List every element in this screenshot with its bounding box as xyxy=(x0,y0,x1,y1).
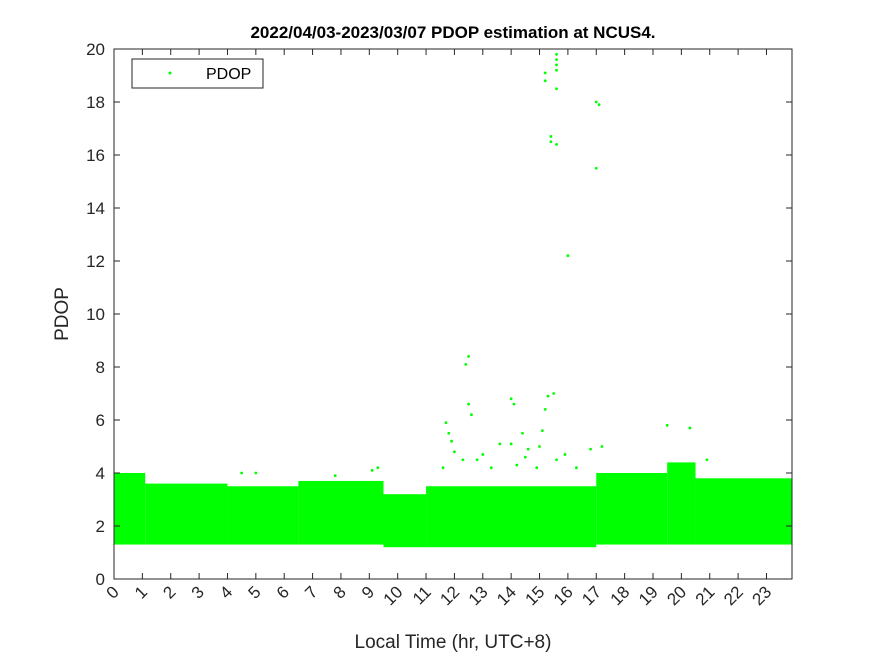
pdop-band-segment xyxy=(383,494,427,548)
pdop-point xyxy=(450,439,453,443)
pdop-point xyxy=(552,392,556,395)
pdop-outlier-points xyxy=(240,52,709,478)
pdop-band-segment xyxy=(114,473,146,545)
pdop-point xyxy=(589,447,592,451)
pdop-point xyxy=(555,68,558,72)
pdop-band-segment xyxy=(298,480,384,545)
y-tick-label: 18 xyxy=(86,93,105,112)
legend-entry-pdop: PDOP xyxy=(206,66,251,83)
pdop-point xyxy=(515,463,519,467)
pdop-point xyxy=(555,63,558,67)
y-tick-label: 8 xyxy=(96,358,105,377)
pdop-point xyxy=(453,450,456,454)
pdop-point xyxy=(600,445,604,448)
pdop-point xyxy=(535,466,539,470)
pdop-point xyxy=(481,453,485,456)
pdop-point xyxy=(597,103,601,107)
y-tick-label: 4 xyxy=(96,464,105,483)
pdop-point xyxy=(594,166,598,170)
y-tick-label: 12 xyxy=(86,252,105,271)
legend-marker-pdop xyxy=(168,71,172,75)
pdop-point xyxy=(498,442,502,446)
pdop-point xyxy=(254,471,258,475)
pdop-point xyxy=(555,52,558,56)
pdop-point xyxy=(333,474,337,478)
y-axis-ticks: 0 2 4 6 8 10 12 14 16 18 20 xyxy=(86,40,792,589)
pdop-point xyxy=(555,58,558,61)
pdop-point xyxy=(509,397,513,401)
pdop-point xyxy=(665,423,669,427)
pdop-point xyxy=(240,471,244,475)
y-tick-label: 14 xyxy=(86,199,105,218)
pdop-point xyxy=(467,355,471,358)
y-tick-label: 16 xyxy=(86,146,105,165)
pdop-point xyxy=(370,468,374,472)
pdop-point xyxy=(376,466,380,470)
pdop-point xyxy=(441,466,445,470)
pdop-point xyxy=(538,445,541,448)
pdop-point xyxy=(521,431,524,435)
legend: PDOP xyxy=(131,58,264,89)
y-tick-label: 2 xyxy=(96,517,105,536)
pdop-point xyxy=(509,442,513,446)
pdop-point xyxy=(549,140,553,144)
pdop-point xyxy=(543,71,547,75)
pdop-band-segment xyxy=(667,462,696,545)
y-axis-label: PDOP xyxy=(52,287,73,341)
pdop-point xyxy=(543,408,547,411)
chart-title: 2022/04/03-2023/03/07 PDOP estimation at… xyxy=(250,23,655,42)
pdop-point xyxy=(563,453,567,456)
pdop-point xyxy=(512,402,516,406)
pdop-point xyxy=(594,100,598,104)
y-tick-label: 0 xyxy=(96,570,105,589)
pdop-point xyxy=(555,87,558,91)
pdop-band-segment xyxy=(426,486,597,548)
pdop-band-segment xyxy=(227,486,299,545)
pdop-point xyxy=(489,466,493,470)
y-tick-label: 10 xyxy=(86,305,105,324)
pdop-point xyxy=(461,458,465,462)
pdop-point xyxy=(526,447,530,451)
pdop-point xyxy=(444,421,448,425)
pdop-point xyxy=(464,362,468,366)
pdop-band-segment xyxy=(695,478,792,545)
pdop-point xyxy=(575,466,578,470)
pdop-point xyxy=(705,458,709,462)
y-tick-label: 6 xyxy=(96,411,105,430)
pdop-point xyxy=(549,135,553,138)
pdop-point xyxy=(555,458,558,462)
pdop-point xyxy=(467,402,471,406)
pdop-point xyxy=(470,413,473,417)
pdop-point xyxy=(475,458,479,462)
pdop-point xyxy=(540,429,544,432)
pdop-dense-band xyxy=(114,462,792,548)
pdop-point xyxy=(543,79,547,83)
pdop-point xyxy=(688,426,692,430)
pdop-point xyxy=(447,431,451,435)
pdop-band-segment xyxy=(596,473,668,545)
pdop-point xyxy=(555,143,558,146)
x-axis-label: Local Time (hr, UTC+8) xyxy=(355,632,552,653)
pdop-band-segment xyxy=(145,483,228,545)
pdop-point xyxy=(546,394,550,398)
pdop-point xyxy=(566,254,570,258)
pdop-point xyxy=(523,455,527,459)
legend-box xyxy=(131,58,264,89)
y-tick-label: 20 xyxy=(86,40,105,59)
